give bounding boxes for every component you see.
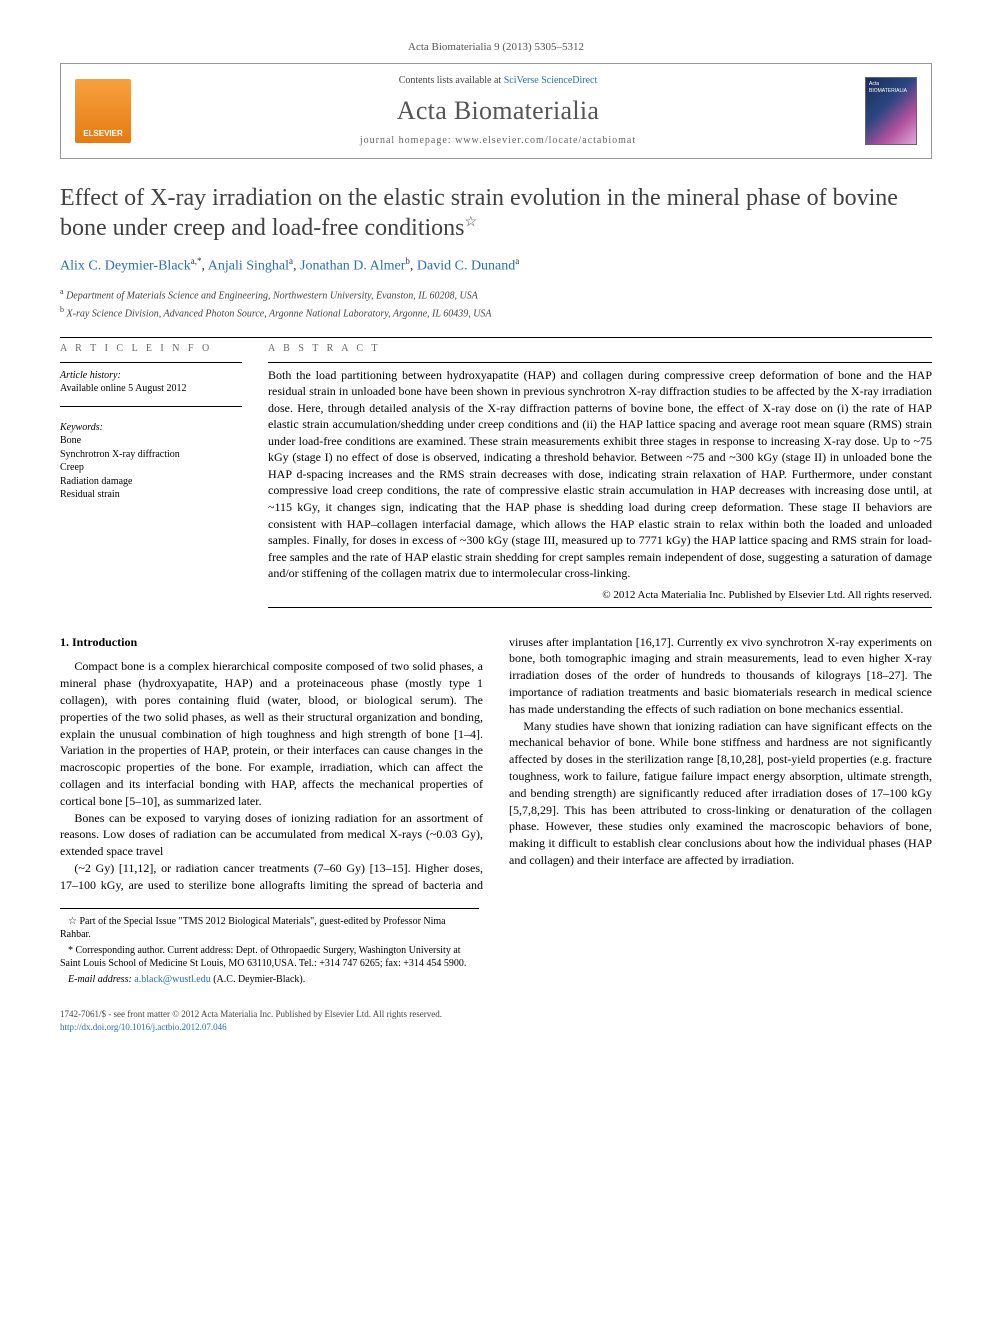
abstract-text: Both the load partitioning between hydro…	[268, 367, 932, 582]
footer: 1742-7061/$ - see front matter © 2012 Ac…	[60, 1008, 932, 1033]
author-marks: b	[405, 256, 410, 266]
keywords-label: Keywords:	[60, 421, 242, 435]
journal-header-box: ELSEVIER Contents lists available at Sci…	[60, 63, 932, 159]
history-label: Article history:	[60, 369, 242, 383]
contents-line: Contents lists available at SciVerse Sci…	[145, 74, 851, 88]
author-name: Anjali Singhal	[208, 259, 289, 274]
affiliation-mark: a	[60, 287, 64, 296]
footnote-email: E-mail address: a.black@wustl.edu (A.C. …	[60, 973, 479, 987]
author-link[interactable]: David C. Dunand	[417, 259, 515, 274]
section-title: Introduction	[72, 635, 137, 649]
keyword: Creep	[60, 461, 242, 475]
footer-front-matter: 1742-7061/$ - see front matter © 2012 Ac…	[60, 1008, 932, 1021]
author-link[interactable]: Anjali Singhal	[208, 259, 289, 274]
affiliation: b X-ray Science Division, Advanced Photo…	[60, 304, 932, 321]
journal-name: Acta Biomaterialia	[145, 93, 851, 128]
author-name: Alix C. Deymier-Black	[60, 259, 191, 274]
abstract-block: A B S T R A C T Both the load partitioni…	[268, 342, 932, 611]
footnotes: ☆ Part of the Special Issue "TMS 2012 Bi…	[60, 908, 479, 987]
title-footnote-star: ☆	[465, 215, 478, 230]
section-heading: 1. Introduction	[60, 634, 483, 651]
sciencedirect-link[interactable]: SciVerse ScienceDirect	[504, 75, 598, 86]
author-marks: a	[515, 256, 519, 266]
email-author: (A.C. Deymier-Black).	[211, 974, 306, 985]
info-abstract-row: A R T I C L E I N F O Article history: A…	[60, 342, 932, 611]
header-left: ELSEVIER	[75, 79, 131, 143]
keyword: Synchrotron X-ray diffraction	[60, 448, 242, 462]
title-text: Effect of X-ray irradiation on the elast…	[60, 185, 898, 241]
author-marks: a,*	[191, 256, 202, 266]
homepage-url: www.elsevier.com/locate/actabiomat	[455, 135, 636, 146]
elsevier-logo: ELSEVIER	[75, 79, 131, 143]
divider	[60, 362, 242, 363]
email-link[interactable]: a.black@wustl.edu	[134, 974, 210, 985]
divider	[268, 607, 932, 608]
divider	[60, 406, 242, 407]
article-title: Effect of X-ray irradiation on the elast…	[60, 183, 932, 243]
keyword: Residual strain	[60, 488, 242, 502]
divider	[60, 337, 932, 338]
affiliation: a Department of Materials Science and En…	[60, 286, 932, 303]
affiliations: a Department of Materials Science and En…	[60, 286, 932, 321]
header-citation: Acta Biomaterialia 9 (2013) 5305–5312	[60, 40, 932, 55]
homepage-prefix: journal homepage:	[360, 135, 455, 146]
section-number: 1.	[60, 635, 69, 649]
header-center: Contents lists available at SciVerse Sci…	[145, 74, 851, 148]
body-paragraph: Many studies have shown that ionizing ra…	[509, 718, 932, 869]
journal-cover-thumbnail: Acta BIOMATERIALIA	[865, 77, 917, 145]
author-list: Alix C. Deymier-Blacka,*, Anjali Singhal…	[60, 255, 932, 277]
author-marks: a	[289, 256, 293, 266]
email-label: E-mail address:	[68, 974, 134, 985]
doi-link[interactable]: http://dx.doi.org/10.1016/j.actbio.2012.…	[60, 1022, 227, 1032]
article-info-heading: A R T I C L E I N F O	[60, 342, 242, 356]
history-value: Available online 5 August 2012	[60, 382, 242, 396]
divider	[268, 362, 932, 363]
footnote: * Corresponding author. Current address:…	[60, 944, 479, 971]
affiliation-mark: b	[60, 305, 64, 314]
keyword: Radiation damage	[60, 475, 242, 489]
body-text-columns: 1. Introduction Compact bone is a comple…	[60, 634, 932, 894]
abstract-heading: A B S T R A C T	[268, 342, 932, 356]
body-paragraph: Bones can be exposed to varying doses of…	[60, 810, 483, 860]
corresponding-label: * Corresponding author. Current address:	[68, 945, 236, 956]
author-link[interactable]: Alix C. Deymier-Black	[60, 259, 191, 274]
affiliation-text: Department of Materials Science and Engi…	[66, 291, 478, 302]
footnote: ☆ Part of the Special Issue "TMS 2012 Bi…	[60, 915, 479, 942]
body-paragraph: Compact bone is a complex hierarchical c…	[60, 658, 483, 809]
affiliation-text: X-ray Science Division, Advanced Photon …	[67, 308, 492, 319]
author-name: Jonathan D. Almer	[300, 259, 405, 274]
keyword: Bone	[60, 434, 242, 448]
author-link[interactable]: Jonathan D. Almer	[300, 259, 405, 274]
homepage-line: journal homepage: www.elsevier.com/locat…	[145, 134, 851, 148]
article-info-block: A R T I C L E I N F O Article history: A…	[60, 342, 242, 611]
author-name: David C. Dunand	[417, 259, 515, 274]
abstract-copyright: © 2012 Acta Materialia Inc. Published by…	[268, 588, 932, 603]
contents-prefix: Contents lists available at	[399, 75, 504, 86]
